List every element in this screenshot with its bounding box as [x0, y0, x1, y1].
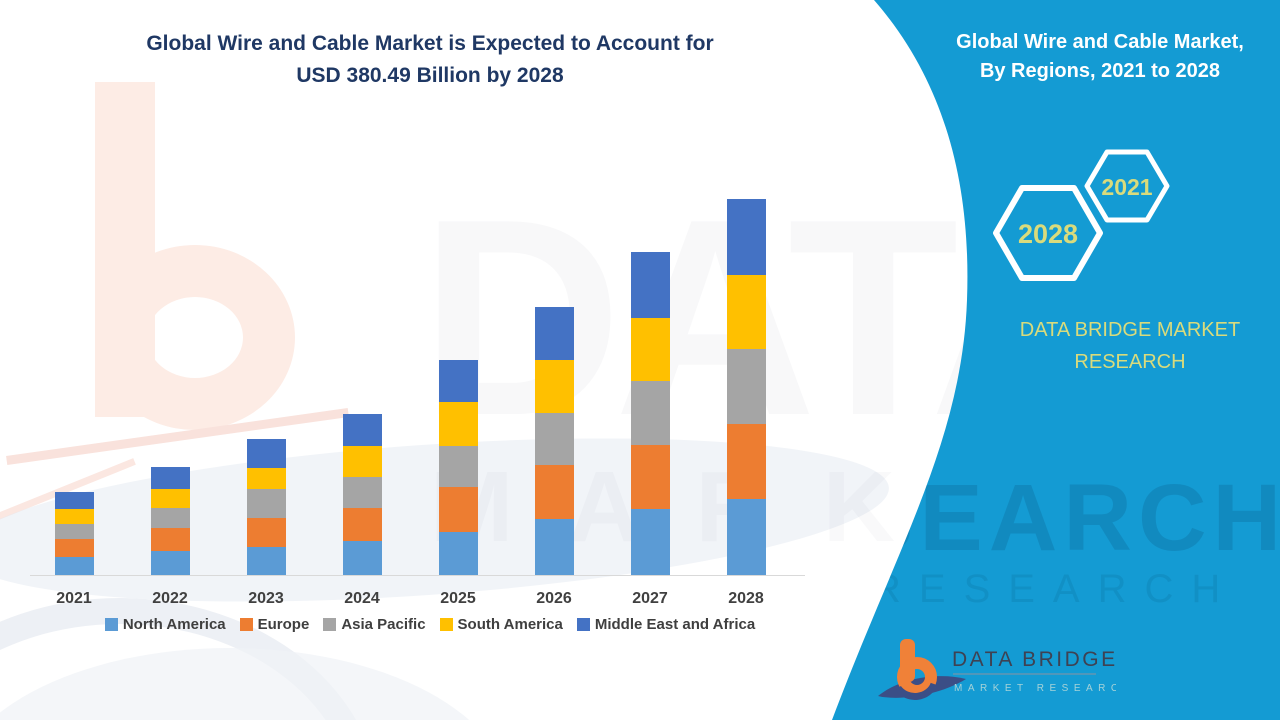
bar-segment-europe	[342, 508, 382, 541]
bar-segment-south-america	[630, 318, 670, 381]
legend-label: South America	[457, 616, 563, 633]
bar-2023	[246, 439, 286, 575]
logo-tagline: MARKET RESEARCH	[954, 683, 1116, 694]
logo-b-bowl	[897, 657, 937, 697]
bar-segment-south-america	[726, 275, 766, 349]
bar-segment-middle-east-and-africa	[726, 199, 766, 275]
bar-segment-north-america	[54, 557, 94, 575]
logo-wordmark: DATA BRIDGE	[952, 648, 1116, 671]
bar-segment-middle-east-and-africa	[630, 252, 670, 318]
bar-segment-south-america	[54, 509, 94, 524]
hexagon-2021	[1084, 149, 1170, 223]
legend-swatch	[576, 618, 590, 631]
legend-label: Asia Pacific	[341, 616, 426, 633]
chart-title-line2: USD 380.49 Billion by 2028	[296, 64, 564, 87]
bar-segment-middle-east-and-africa	[438, 360, 478, 402]
bar-segment-europe	[726, 424, 766, 499]
bar-segment-middle-east-and-africa	[54, 492, 94, 509]
bar-segment-north-america	[630, 509, 670, 575]
bar-segment-middle-east-and-africa	[246, 439, 286, 468]
bar-segment-south-america	[534, 360, 574, 413]
bar-segment-asia-pacific	[150, 508, 190, 528]
legend-item-asia-pacific: Asia Pacific	[323, 616, 426, 633]
bar-2026	[534, 307, 574, 575]
x-axis-label-2024: 2024	[344, 590, 380, 607]
bar-2027	[630, 252, 670, 575]
bar-2025	[438, 360, 478, 575]
bar-segment-europe	[438, 487, 478, 532]
bar-2021	[54, 492, 94, 575]
legend-item-north-america: North America	[104, 616, 226, 633]
bar-segment-north-america	[246, 547, 286, 575]
bar-2022	[150, 467, 190, 575]
bar-segment-middle-east-and-africa	[534, 307, 574, 360]
legend-item-south-america: South America	[439, 616, 563, 633]
hexagon-2028	[993, 185, 1103, 281]
bar-segment-europe	[630, 445, 670, 509]
bar-segment-south-america	[438, 402, 478, 446]
bar-2024	[342, 414, 382, 575]
bar-segment-europe	[150, 528, 190, 551]
bar-segment-europe	[246, 518, 286, 547]
legend-swatch	[104, 618, 118, 631]
bar-segment-south-america	[342, 446, 382, 477]
bar-segment-north-america	[438, 532, 478, 575]
bar-segment-north-america	[342, 541, 382, 575]
x-axis-label-2028: 2028	[728, 590, 764, 607]
legend-swatch	[239, 618, 253, 631]
bar-segment-middle-east-and-africa	[342, 414, 382, 446]
bar-segment-asia-pacific	[342, 477, 382, 508]
bar-segment-asia-pacific	[246, 489, 286, 518]
bar-segment-south-america	[150, 489, 190, 508]
bar-segment-north-america	[150, 551, 190, 575]
chart-legend: North America Europe Asia Pacific South Ame…	[30, 616, 830, 633]
bar-segment-asia-pacific	[438, 446, 478, 487]
x-axis-label-2025: 2025	[440, 590, 476, 607]
legend-label: Europe	[257, 616, 310, 633]
brand-line1: DATA BRIDGE MARKET	[1019, 319, 1241, 341]
x-axis-label-2027: 2027	[632, 590, 668, 607]
bar-segment-europe	[534, 465, 574, 519]
x-axis-labels: 2021 2022 2023 2024 2025 2026 2027 2028	[30, 590, 820, 610]
hexagon-2028-label: 2028	[1017, 219, 1079, 249]
bar-segment-europe	[54, 539, 94, 557]
legend-item-europe: Europe	[239, 616, 310, 633]
brand-line2: RESEARCH	[1074, 351, 1186, 373]
right-panel-title: Global Wire and Cable Market, By Regions…	[930, 28, 1270, 86]
bar-segment-south-america	[246, 468, 286, 489]
hexagon-2021-label: 2021	[1101, 174, 1153, 200]
bar-segment-asia-pacific	[534, 413, 574, 465]
teal-panel-shape	[832, 0, 1280, 720]
watermark-teal-text: SEARCH	[850, 465, 1280, 571]
bar-2028	[726, 199, 766, 575]
logo-swoosh-ring	[895, 682, 938, 700]
brand-name-text: DATA BRIDGE MARKET RESEARCH	[985, 314, 1275, 378]
watermark-teal-text: RESEARCH	[872, 567, 1238, 611]
bar-segment-north-america	[534, 519, 574, 575]
bar-segment-asia-pacific	[630, 381, 670, 445]
x-axis-label-2022: 2022	[152, 590, 188, 607]
bar-segment-asia-pacific	[54, 524, 94, 539]
chart-title: Global Wire and Cable Market is Expected…	[90, 28, 770, 92]
right-panel-title-line2: By Regions, 2021 to 2028	[979, 60, 1221, 82]
chart-title-line1: Global Wire and Cable Market is Expected…	[146, 32, 714, 55]
legend-item-middle-east-and-africa: Middle East and Africa	[576, 616, 756, 633]
stacked-bar-chart	[30, 170, 820, 576]
legend-label: North America	[122, 616, 226, 633]
legend-swatch	[439, 618, 453, 631]
bar-segment-asia-pacific	[726, 349, 766, 424]
data-bridge-logo: DATA BRIDGE MARKET RESEARCH	[878, 639, 1116, 700]
x-axis-line	[30, 575, 805, 576]
legend-swatch	[323, 618, 337, 631]
bar-segment-middle-east-and-africa	[150, 467, 190, 489]
x-axis-label-2023: 2023	[248, 590, 284, 607]
x-axis-label-2026: 2026	[536, 590, 572, 607]
legend-label: Middle East and Africa	[594, 616, 756, 633]
x-axis-label-2021: 2021	[56, 590, 92, 607]
right-panel-title-line1: Global Wire and Cable Market,	[956, 31, 1244, 53]
bar-segment-north-america	[726, 499, 766, 575]
